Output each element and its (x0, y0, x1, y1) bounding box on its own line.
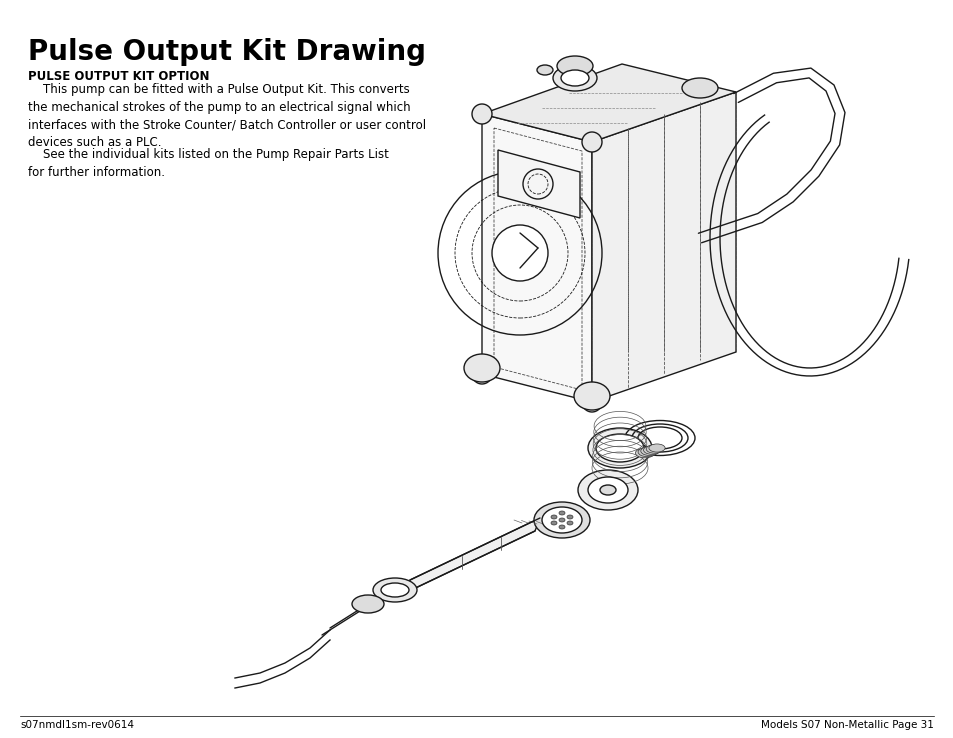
Ellipse shape (472, 104, 492, 124)
Ellipse shape (566, 515, 573, 519)
Ellipse shape (635, 448, 654, 458)
Ellipse shape (558, 511, 564, 515)
Ellipse shape (574, 382, 609, 410)
Ellipse shape (551, 521, 557, 525)
Ellipse shape (578, 470, 638, 510)
Text: s07nmdl1sm-rev0614: s07nmdl1sm-rev0614 (20, 720, 133, 730)
Ellipse shape (645, 445, 662, 453)
Ellipse shape (581, 132, 601, 152)
Ellipse shape (352, 595, 384, 613)
Ellipse shape (648, 444, 664, 452)
Ellipse shape (587, 428, 651, 468)
Ellipse shape (558, 525, 564, 529)
Ellipse shape (472, 364, 492, 384)
Ellipse shape (599, 485, 616, 495)
Polygon shape (405, 518, 539, 593)
Ellipse shape (558, 518, 564, 522)
Text: Pulse Output Kit Drawing: Pulse Output Kit Drawing (28, 38, 426, 66)
Polygon shape (497, 150, 579, 218)
Ellipse shape (681, 78, 718, 98)
Ellipse shape (596, 434, 643, 462)
Text: Models S07 Non-Metallic Page 31: Models S07 Non-Metallic Page 31 (760, 720, 933, 730)
Ellipse shape (640, 446, 659, 455)
Ellipse shape (463, 354, 499, 382)
Ellipse shape (581, 392, 601, 412)
Ellipse shape (551, 515, 557, 519)
Ellipse shape (638, 447, 656, 457)
Polygon shape (481, 114, 592, 402)
Polygon shape (592, 92, 735, 402)
Ellipse shape (587, 477, 627, 503)
Ellipse shape (534, 502, 589, 538)
Ellipse shape (643, 446, 660, 455)
Text: PULSE OUTPUT KIT OPTION: PULSE OUTPUT KIT OPTION (28, 70, 210, 83)
Text: This pump can be fitted with a Pulse Output Kit. This converts
the mechanical st: This pump can be fitted with a Pulse Out… (28, 83, 426, 148)
Ellipse shape (537, 65, 553, 75)
Ellipse shape (380, 583, 409, 597)
Polygon shape (481, 64, 735, 142)
Ellipse shape (553, 65, 597, 91)
Ellipse shape (566, 521, 573, 525)
Ellipse shape (373, 578, 416, 602)
Ellipse shape (557, 56, 593, 76)
Ellipse shape (560, 70, 588, 86)
Ellipse shape (492, 225, 547, 281)
Ellipse shape (541, 507, 581, 533)
Text: See the individual kits listed on the Pump Repair Parts List
for further informa: See the individual kits listed on the Pu… (28, 148, 389, 179)
